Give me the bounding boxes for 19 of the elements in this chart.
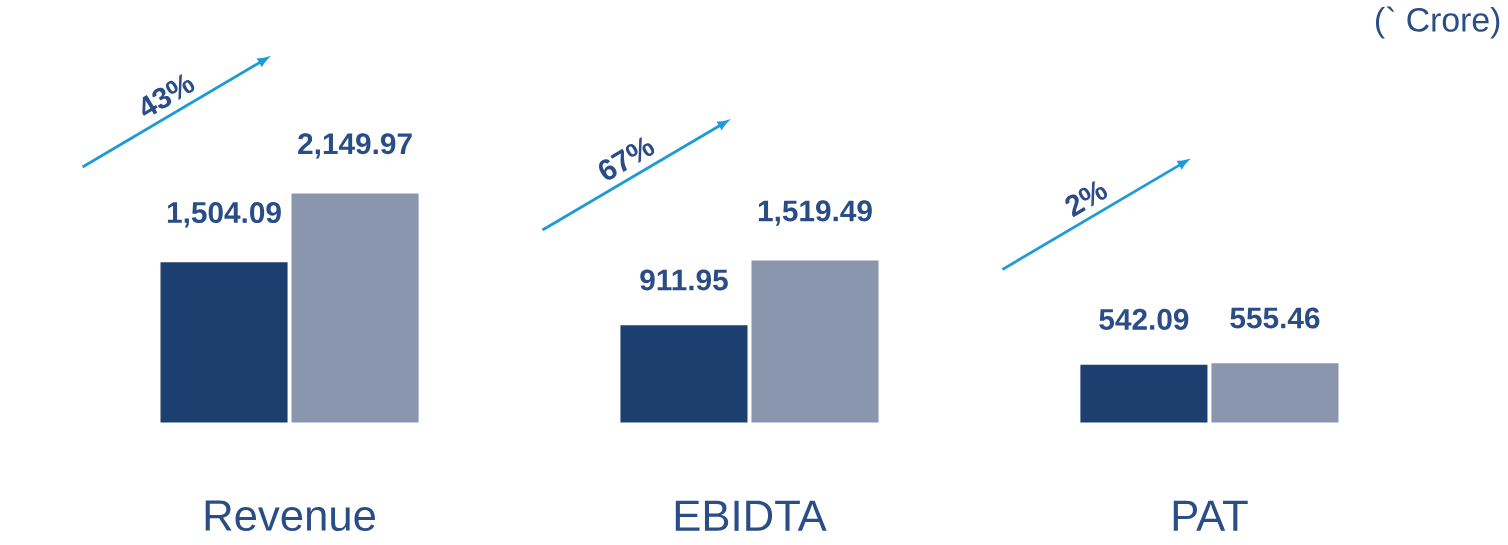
data-label: 911.95	[640, 269, 728, 291]
data-label: 1,504.09	[167, 202, 281, 228]
x-tick-label: EBIDTA	[675, 500, 827, 532]
bar	[291, 193, 419, 423]
text: (` Crore)	[1375, 6, 1500, 39]
bar	[620, 325, 748, 423]
bar	[160, 262, 288, 423]
annotation: 2%	[1065, 180, 1108, 218]
data-label: 555.46	[1230, 307, 1320, 329]
x-tick-label: Revenue	[205, 500, 375, 532]
data-label: 1,519.49	[758, 200, 872, 226]
bar	[1211, 363, 1339, 423]
data-label: 542.09	[1099, 309, 1189, 331]
bar	[751, 260, 879, 423]
bar	[1080, 364, 1208, 423]
text: 43%	[142, 74, 195, 116]
text: 67%	[598, 137, 655, 180]
x-tick-label: PAT	[1173, 500, 1248, 532]
data-label: 2,149.97	[298, 133, 412, 159]
